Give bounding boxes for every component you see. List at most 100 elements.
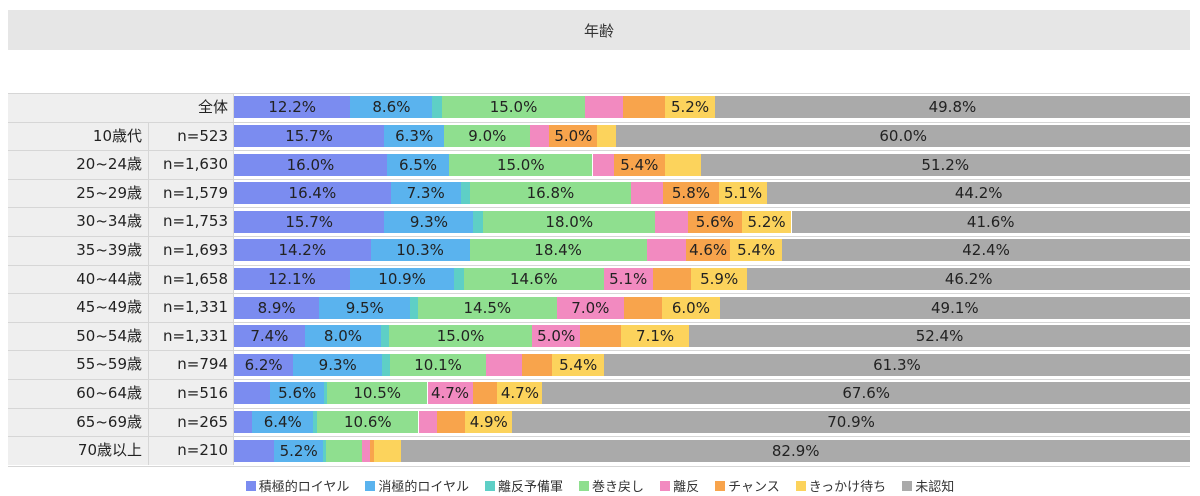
bar-segment (718, 182, 768, 205)
bar-segment (381, 325, 389, 348)
data-label: 7.1% (636, 327, 675, 346)
bar-segment (646, 239, 687, 262)
bar-segment (690, 267, 748, 290)
bar-segment (542, 382, 1190, 405)
bar-segment (349, 267, 455, 290)
legend: 積極的ロイヤル 消極的ロイヤル 離反予備軍 巻き戻し 離反 チャンス きっかけ待ち 未認知 (0, 476, 1200, 495)
data-label: 4.7% (430, 384, 470, 403)
bar-segment (714, 96, 1190, 119)
bar-segment (234, 382, 271, 405)
data-label: 15.7% (285, 212, 334, 231)
data-label: 10.9% (378, 269, 426, 288)
bar-segment (652, 267, 691, 290)
row-sample-size: n=1,658 (162, 269, 228, 288)
bar-segment (444, 124, 531, 147)
row-sample-size: n=265 (177, 412, 228, 431)
row-label: 全体 (197, 98, 228, 116)
data-label: 15.7% (285, 126, 333, 145)
bar-segment (326, 382, 428, 405)
bar-segment (767, 182, 1190, 205)
data-label: 5.0% (537, 327, 576, 346)
data-label: 18.0% (545, 212, 594, 231)
data-label: 9.5% (345, 298, 384, 317)
bar-segment (449, 153, 593, 176)
data-label: 6.3% (395, 126, 434, 145)
bar-segment (234, 439, 274, 462)
data-label: 52.4% (915, 327, 964, 346)
bar-segment (597, 124, 617, 147)
data-label: 7.4% (250, 327, 289, 346)
bar-segment (655, 210, 689, 233)
legend-item: 巻き戻し (579, 476, 644, 495)
bar-segment (418, 410, 437, 433)
bar-segment (234, 239, 371, 262)
bar-segment (532, 325, 581, 348)
bar-segment (234, 182, 391, 205)
row-sample-size: n=516 (177, 384, 228, 402)
bar-segment (616, 124, 1190, 147)
data-label: 9.3% (409, 212, 448, 231)
bar-segment (252, 410, 314, 433)
data-label: 14.6% (509, 269, 558, 288)
legend-swatch (245, 480, 256, 491)
legend-swatch (485, 480, 496, 491)
bar-segment (663, 182, 719, 205)
bar-segment (465, 410, 513, 433)
row-label: 55~59歳 (76, 355, 142, 374)
bar-segment (791, 210, 1190, 233)
legend-swatch (715, 480, 726, 491)
data-label: 42.4% (962, 241, 1010, 260)
bar-segment (370, 239, 470, 262)
bar-segment (270, 382, 325, 405)
bar-segment (486, 353, 522, 376)
row-sample-size: n=1,331 (162, 298, 228, 317)
data-label: 12.1% (268, 269, 316, 288)
bar-segment (326, 439, 363, 462)
data-label: 46.2% (944, 269, 993, 288)
bar-segment (304, 325, 382, 348)
bar-segment (603, 267, 653, 290)
bar-segment (782, 239, 1190, 262)
bar-segment (454, 267, 464, 290)
data-label: 8.0% (323, 327, 363, 346)
legend-label: きっかけ待ち (808, 480, 887, 495)
bar-segment (665, 153, 701, 176)
row-sample-size: n=1,753 (162, 212, 228, 231)
data-label: 10.3% (396, 241, 444, 260)
bar-segment (521, 353, 553, 376)
legend-swatch (795, 480, 806, 491)
bar-segment (362, 439, 371, 462)
data-label: 8.9% (257, 298, 296, 317)
bar-segment (427, 382, 473, 405)
row-label: 45~49歳 (76, 298, 142, 317)
data-label: 5.6% (695, 212, 734, 231)
data-label: 7.3% (406, 184, 445, 203)
data-label: 4.7% (500, 384, 539, 403)
data-label: 5.8% (671, 184, 710, 203)
bar-segment (689, 325, 1190, 348)
bar-segment (234, 153, 387, 176)
legend-swatch (902, 480, 913, 491)
bar-segment (390, 182, 461, 205)
bar-segment (234, 267, 350, 290)
legend-swatch (365, 480, 376, 491)
bar-segment (623, 296, 663, 319)
data-label: 10.6% (343, 412, 392, 431)
bar-segment (234, 296, 320, 319)
row-label: 65~69歳 (76, 412, 142, 431)
row-divider (8, 264, 1190, 266)
bar-segment (741, 210, 792, 233)
legend-label: チャンス (728, 480, 780, 495)
row-sample-size: n=1,579 (162, 183, 228, 202)
data-label: 10.1% (414, 355, 462, 374)
data-label: 16.8% (526, 184, 575, 203)
row-divider (8, 178, 1190, 180)
data-label: 5.4% (737, 241, 776, 260)
bar-segment (463, 267, 604, 290)
row-divider (8, 236, 1190, 237)
row-label: 70歳以上 (77, 441, 142, 460)
bar-segment (441, 96, 586, 119)
data-label: 9.3% (318, 355, 357, 374)
bar-segment (319, 296, 411, 319)
data-label: 70.9% (827, 412, 875, 431)
